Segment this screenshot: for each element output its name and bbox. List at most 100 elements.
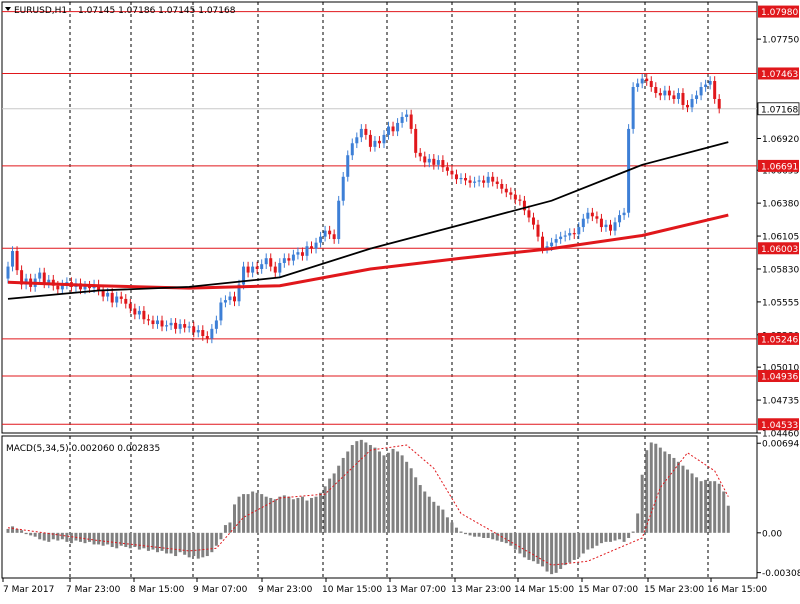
candle-bullish	[568, 233, 572, 236]
candle-bearish	[595, 216, 599, 219]
candle-bullish	[291, 254, 295, 261]
price-tick-label: 1.04735	[762, 397, 799, 407]
macd-histogram-bar	[83, 532, 87, 544]
candle-bearish	[513, 194, 517, 200]
candle-bullish	[83, 285, 87, 290]
macd-histogram-bar	[178, 532, 182, 553]
macd-histogram-bar	[541, 532, 545, 567]
candle-bearish	[717, 98, 721, 109]
macd-histogram-bar	[192, 532, 196, 557]
macd-histogram-bar	[568, 532, 572, 563]
macd-histogram-bar	[554, 532, 558, 573]
macd-histogram-bar	[273, 499, 277, 533]
candle-bullish	[355, 137, 359, 144]
candle-bearish	[15, 251, 19, 271]
macd-histogram-bar	[445, 517, 449, 533]
macd-histogram-bar	[69, 532, 73, 544]
price-tick-label: 1.05555	[762, 298, 799, 308]
level-price-label: 1.04533	[761, 421, 798, 431]
candle-bullish	[708, 81, 712, 85]
candle-bullish	[38, 272, 42, 279]
macd-histogram-bar	[106, 532, 110, 545]
macd-histogram-bar	[581, 532, 585, 554]
macd-histogram-bar	[645, 450, 649, 533]
macd-histogram-bar	[60, 532, 64, 540]
candle-bullish	[319, 236, 323, 243]
candle-bearish	[468, 180, 472, 183]
macd-histogram-bar	[622, 532, 626, 542]
macd-histogram-bar	[296, 497, 300, 533]
candle-bearish	[205, 336, 209, 339]
macd-histogram-bar	[518, 532, 522, 554]
candle-bearish	[445, 167, 449, 171]
macd-histogram-bar	[223, 525, 227, 533]
macd-histogram-bar	[586, 532, 590, 550]
macd-histogram-bar	[450, 522, 454, 533]
time-axis-label: 7 Mar 2017	[3, 585, 54, 595]
macd-histogram-bar	[604, 532, 608, 542]
macd-histogram-bar	[142, 532, 146, 549]
candle-bearish	[686, 104, 689, 108]
macd-histogram-bar	[559, 532, 563, 569]
candle-bearish	[672, 95, 676, 99]
level-price-box	[758, 67, 799, 80]
level-price-label: 1.04936	[761, 373, 798, 383]
candle-bullish	[631, 87, 635, 129]
macd-histogram-bar	[359, 439, 363, 533]
macd-histogram-bar	[436, 505, 440, 533]
macd-histogram-bar	[11, 526, 15, 533]
candle-bearish	[151, 320, 155, 325]
macd-histogram-bar	[219, 532, 223, 540]
macd-tick-label: -0.003084	[762, 569, 800, 579]
candle-bearish	[255, 266, 259, 269]
macd-tick-label: 0.00	[762, 529, 782, 539]
macd-histogram-bar	[504, 532, 508, 544]
candle-bearish	[432, 158, 436, 165]
candle-bullish	[400, 116, 404, 123]
macd-histogram-bar	[400, 455, 404, 533]
macd-histogram-bar	[282, 495, 286, 533]
time-axis-label: 13 Mar 23:00	[451, 585, 511, 595]
candle-bearish	[174, 322, 178, 329]
macd-histogram-bar	[364, 442, 368, 533]
macd-histogram-bar	[631, 531, 635, 533]
current-price-label: 1.07168	[761, 105, 798, 115]
macd-histogram-bar	[459, 531, 463, 533]
candle-bullish	[214, 320, 218, 329]
candle-bullish	[323, 230, 327, 237]
macd-histogram-bar	[115, 532, 119, 549]
candle-bearish	[541, 236, 545, 249]
candle-bearish	[88, 285, 92, 289]
candle-bullish	[296, 252, 300, 255]
candle-bearish	[110, 292, 114, 303]
macd-histogram-bar	[513, 532, 517, 550]
macd-histogram-bar	[155, 532, 159, 553]
moving-average-red	[7, 213, 729, 290]
time-axis-label: 16 Mar 15:00	[707, 585, 767, 595]
macd-histogram-bar	[350, 445, 354, 533]
candle-bearish	[509, 192, 513, 195]
candle-bullish	[604, 224, 608, 228]
candle-bullish	[477, 180, 481, 182]
candle-bearish	[667, 90, 671, 96]
candle-bullish	[586, 212, 590, 219]
macd-histogram-bar	[572, 532, 576, 560]
macd-label: MACD(5,34,5) 0.002060 0.002835	[6, 444, 160, 454]
candle-bearish	[464, 177, 468, 181]
macd-histogram-bar	[409, 468, 413, 533]
candle-bullish	[210, 328, 214, 339]
macd-histogram-bar	[255, 492, 259, 533]
macd-histogram-bar	[704, 479, 708, 533]
candle-bullish	[704, 84, 708, 88]
candle-bearish	[599, 218, 603, 228]
dropdown-triangle-icon[interactable]	[5, 7, 11, 11]
macd-histogram-bar	[396, 451, 400, 533]
macd-histogram-bar	[300, 496, 304, 533]
candle-bullish	[550, 242, 554, 247]
macd-histogram-bar	[133, 532, 137, 548]
level-price-label: 1.06691	[761, 162, 798, 172]
macd-histogram-bar	[101, 532, 105, 546]
candle-bearish	[119, 296, 123, 299]
candle-bearish	[273, 266, 277, 273]
